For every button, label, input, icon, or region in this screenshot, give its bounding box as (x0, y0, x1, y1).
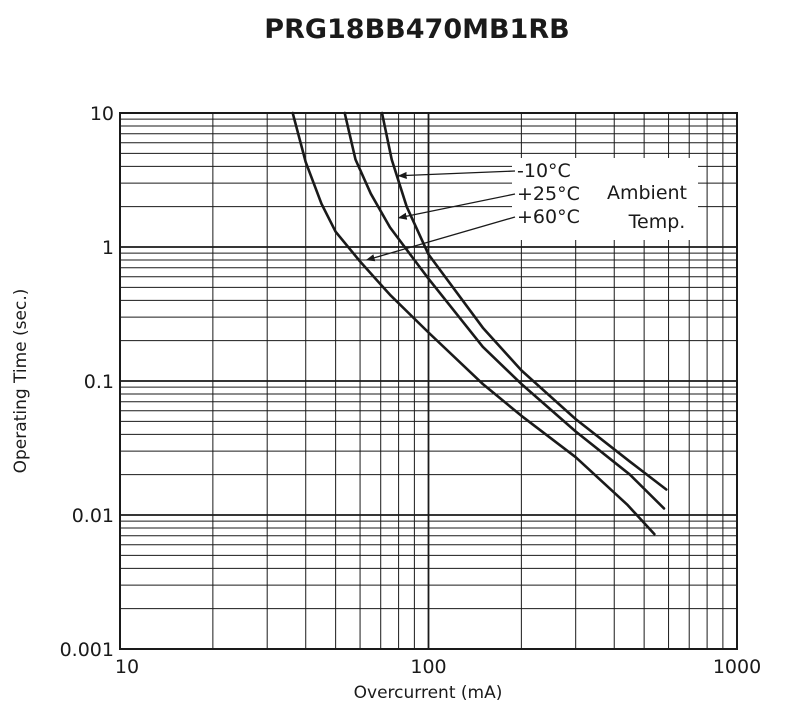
x-tick-labels: 10 100 1000 (115, 656, 761, 678)
series-line-plus25c (343, 111, 666, 510)
y-axis-label: Operating Time (sec.) (11, 289, 31, 474)
x-tick-label: 100 (410, 656, 446, 678)
plot-frame (119, 112, 738, 650)
x-axis-label: Overcurrent (mA) (354, 683, 503, 703)
annotations: -10°C +25°C +60°C Ambient Temp. (365, 160, 687, 262)
x-tick-label: 1000 (713, 656, 761, 678)
y-tick-label: 1 (102, 237, 114, 259)
series-line-minus10c (380, 111, 668, 491)
annotation-minus10c: -10°C (517, 160, 571, 182)
annotation-arrow-minus10c (397, 170, 516, 180)
y-tick-label: 0.01 (72, 505, 114, 527)
y-tick-labels: 10 1 0.1 0.01 0.001 (60, 103, 114, 661)
annotation-arrow-plus25c (397, 193, 516, 220)
annotation-ambient: Ambient (607, 182, 687, 204)
x-tick-label: 10 (115, 656, 139, 678)
series-line-plus60c (291, 111, 656, 536)
legend-background (512, 158, 698, 240)
chart-title: PRG18BB470MB1RB (264, 14, 569, 45)
y-tick-label: 0.1 (84, 371, 114, 393)
y-tick-label: 0.001 (60, 639, 114, 661)
y-tick-label: 10 (90, 103, 114, 125)
annotation-plus25c: +25°C (517, 183, 580, 205)
series-lines (291, 111, 668, 536)
annotation-arrow-plus60c (365, 216, 516, 262)
annotation-plus60c: +60°C (517, 206, 580, 228)
annotation-temp: Temp. (628, 211, 686, 233)
